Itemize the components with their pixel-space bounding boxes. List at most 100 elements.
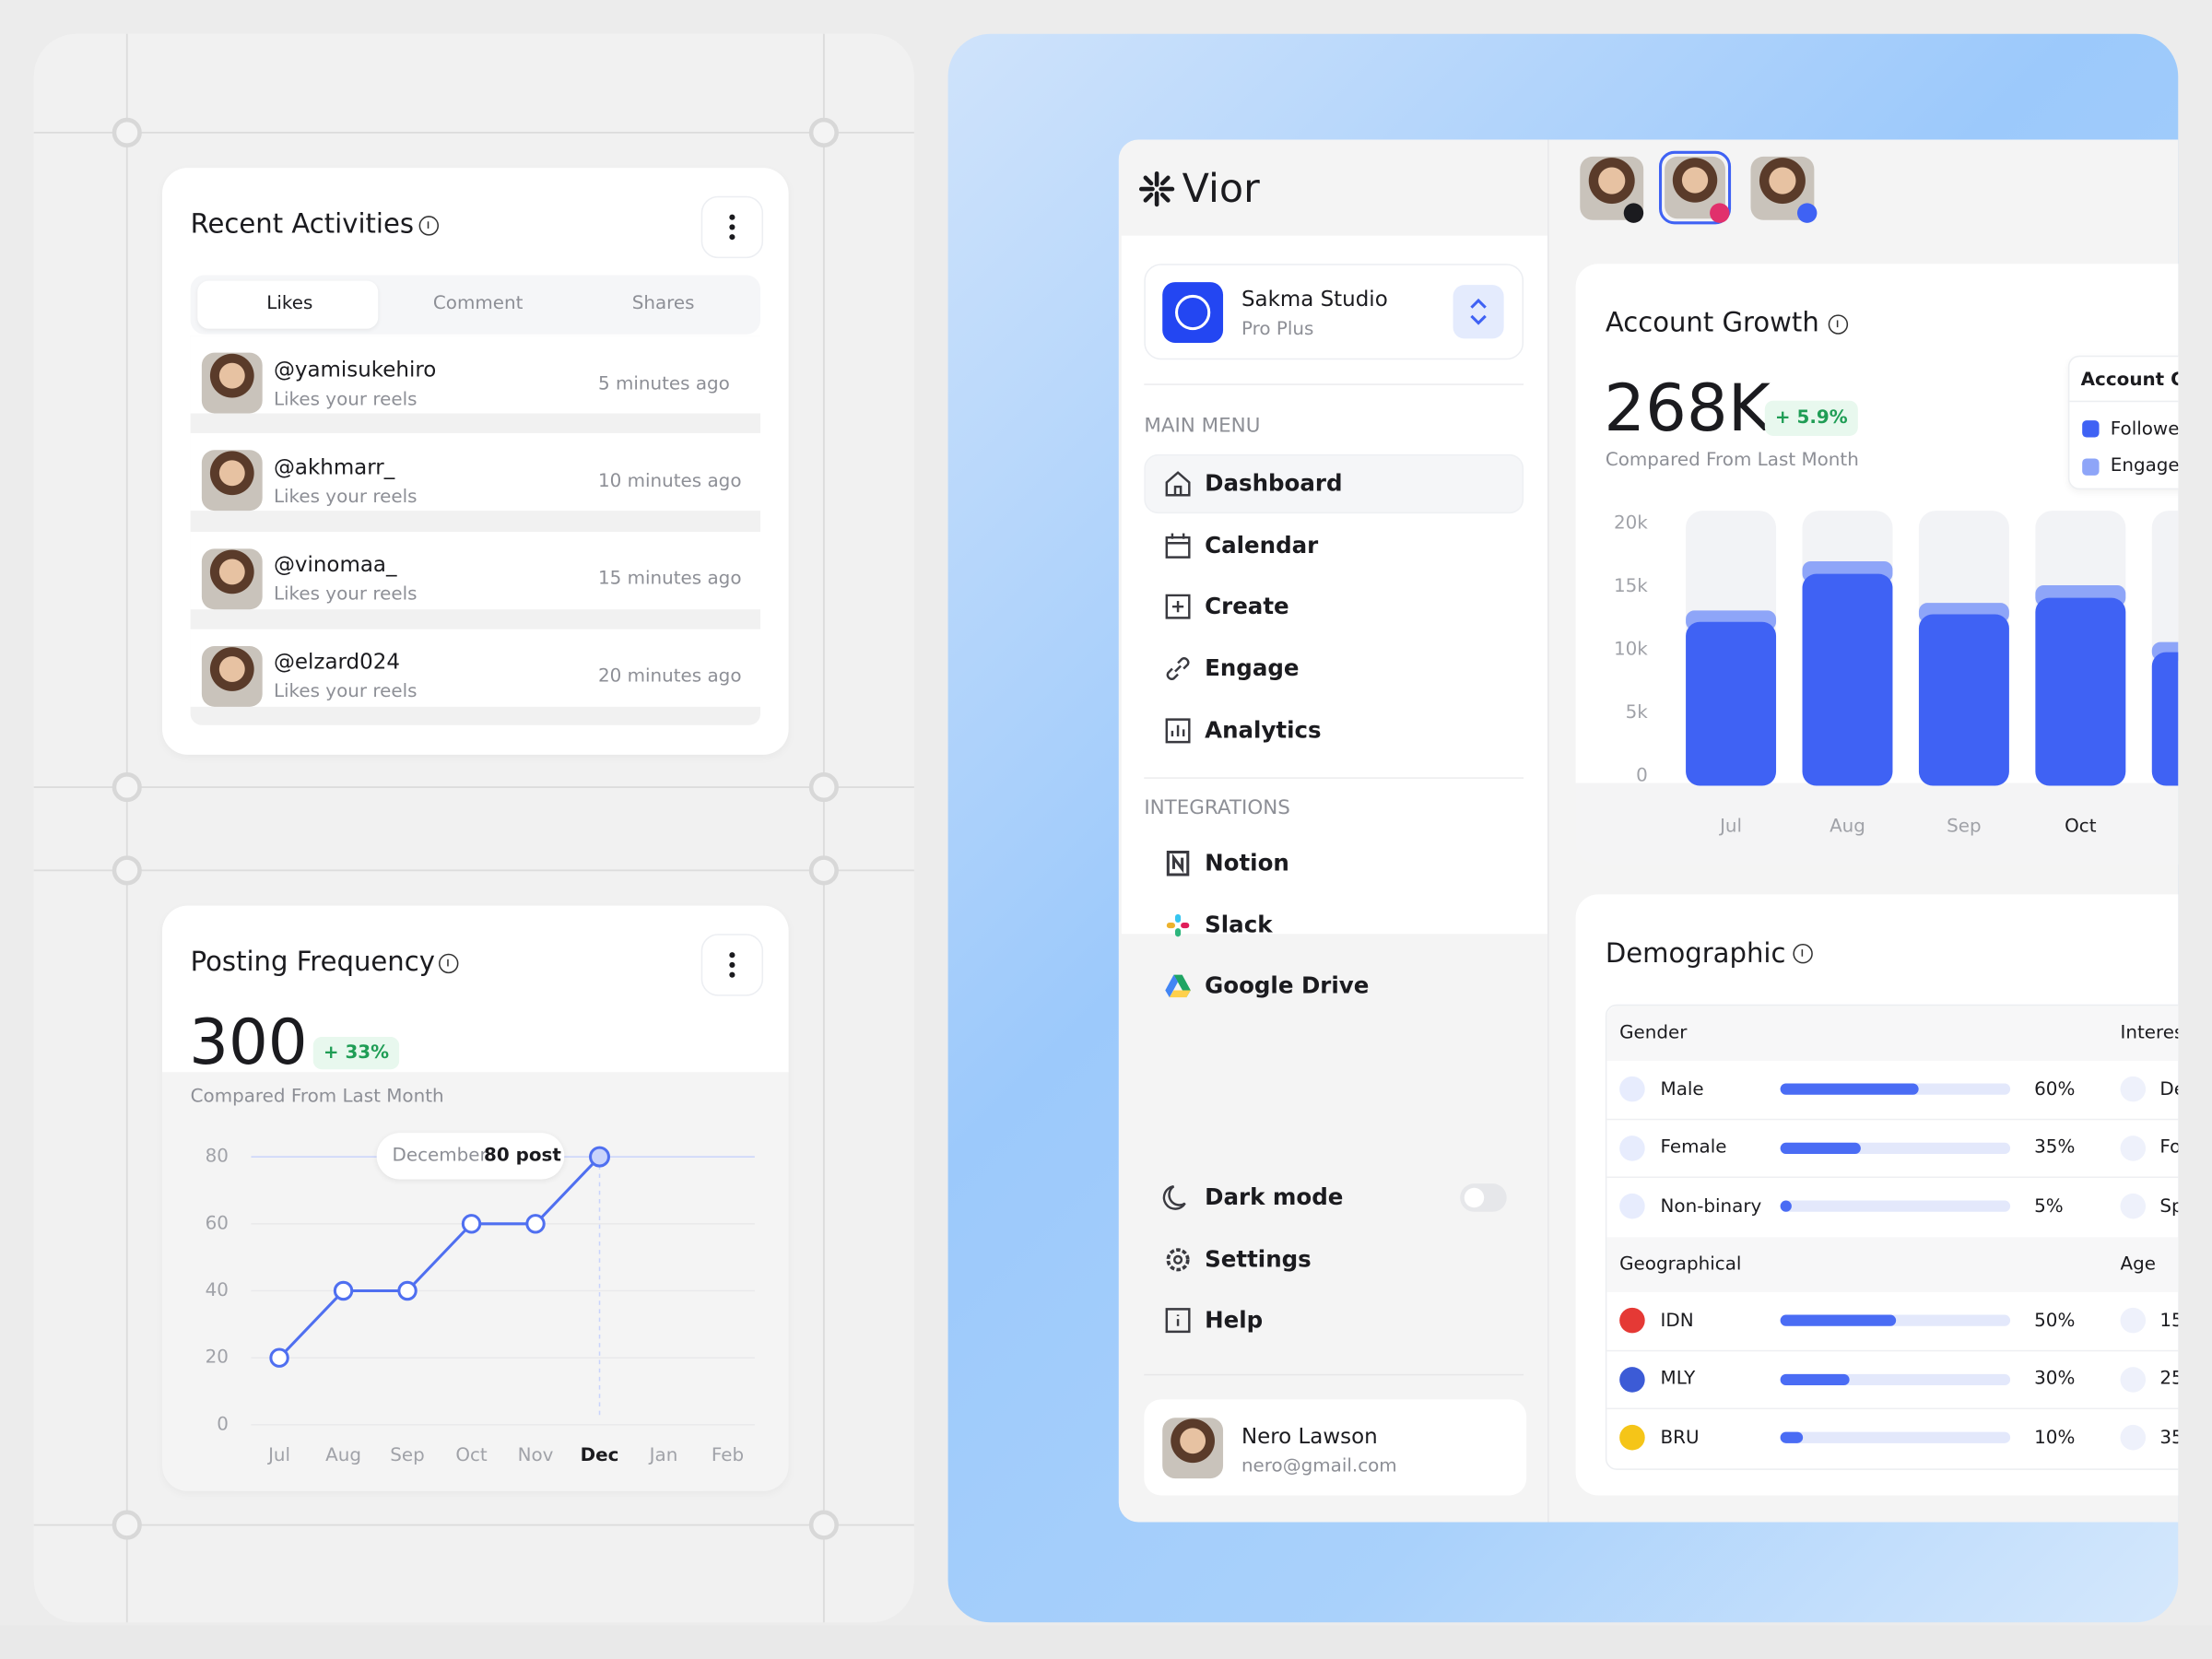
x-tick-label: Aug: [1830, 815, 1865, 836]
bar-segment: [1802, 573, 1893, 786]
icon-shape: [1166, 1247, 1190, 1271]
x-tick-label: Oct: [455, 1444, 488, 1465]
x-tick-label: Sep: [1947, 815, 1981, 836]
menu-item[interactable]: Calendar: [1205, 531, 1319, 559]
logo-text: Vior: [1182, 165, 1260, 212]
integration-item[interactable]: Slack: [1205, 911, 1273, 938]
tooltip-value: 80 post: [484, 1145, 561, 1167]
workspace-switch[interactable]: [1453, 285, 1504, 339]
menu-item[interactable]: Create: [1205, 593, 1289, 620]
avatar: [201, 352, 263, 414]
menu-icon: [1166, 850, 1190, 877]
workspace-name: Sakma Studio: [1241, 286, 1388, 312]
row-icon: [1619, 1135, 1645, 1160]
logo-mark: [1138, 171, 1175, 207]
tab[interactable]: Comment: [432, 293, 524, 315]
row-label: BRU: [1660, 1427, 1700, 1449]
menu-item[interactable]: Analytics: [1205, 716, 1322, 744]
icon-shape: [1165, 974, 1179, 998]
menu-item[interactable]: Dark mode: [1205, 1183, 1344, 1211]
activity-row: [190, 433, 761, 512]
info-icon: [1828, 314, 1849, 335]
icon-shape: [1169, 990, 1191, 998]
active-tab[interactable]: [197, 280, 379, 329]
more-button[interactable]: [700, 195, 764, 259]
side-icon: [2120, 1366, 2147, 1392]
card-header: [162, 905, 789, 1073]
point: [333, 1280, 354, 1301]
side-label: 25: [2159, 1368, 2183, 1390]
dark-mode-toggle[interactable]: [1460, 1183, 1507, 1212]
divider: [1144, 383, 1524, 385]
activity-action: Likes your reels: [273, 388, 418, 410]
legend-swatch: [2082, 420, 2100, 438]
x-tick-label: Jul: [1718, 815, 1742, 836]
row-label: Female: [1660, 1136, 1727, 1159]
row-value: 35%: [2034, 1136, 2076, 1159]
row-divider: [1606, 1118, 2179, 1120]
info-icon: [439, 953, 459, 974]
tab[interactable]: Shares: [631, 293, 695, 315]
activity-row: [190, 531, 761, 609]
legend-label: Followe: [2110, 418, 2180, 440]
x-tick-label: Oct: [2065, 815, 2097, 836]
x-tick-label: Jul: [266, 1444, 290, 1465]
active-menu-item[interactable]: [1144, 453, 1524, 514]
tab[interactable]: Likes: [266, 293, 313, 315]
row-icon: [1619, 1366, 1645, 1392]
legend-title: Account Gr: [2080, 369, 2195, 391]
side-icon: [2120, 1424, 2147, 1451]
activity-time: 15 minutes ago: [597, 568, 742, 590]
menu-item[interactable]: Engage: [1205, 654, 1300, 682]
bar-segment: [1918, 614, 2009, 786]
y-tick-label: 60: [206, 1212, 229, 1233]
menu-icon: [1162, 1185, 1186, 1210]
icon-shape: [1166, 657, 1190, 681]
x-tick-label: Jan: [648, 1444, 678, 1465]
y-tick-label: 5k: [1626, 701, 1649, 723]
icon-shape: [1175, 913, 1182, 923]
progress-bar: [1780, 1314, 1896, 1326]
guide-handle: [112, 1510, 142, 1540]
menu-icon: [1165, 594, 1191, 620]
group-title: Gender: [1619, 1021, 1688, 1043]
group-title: Interes: [2120, 1021, 2184, 1043]
table-header: [1606, 1006, 2179, 1062]
activity-time: 5 minutes ago: [597, 372, 730, 394]
icon-shape: [1173, 1254, 1183, 1265]
line: [277, 1156, 601, 1359]
menu-icon: [1165, 974, 1191, 998]
activity-user: @yamisukehiro: [273, 356, 437, 382]
icon-shape: [1165, 533, 1191, 559]
demographic-table: [1605, 1004, 2179, 1470]
integration-item[interactable]: Notion: [1205, 849, 1289, 877]
avatar: [201, 645, 263, 707]
more-button[interactable]: [700, 934, 764, 996]
activity-action: Likes your reels: [273, 583, 418, 606]
progress-track: [1780, 1200, 2011, 1212]
activity-time: 10 minutes ago: [597, 470, 742, 492]
integration-item[interactable]: Google Drive: [1205, 971, 1370, 999]
row-icon: [1619, 1307, 1645, 1334]
point: [269, 1347, 289, 1368]
guide-handle: [808, 1510, 839, 1540]
card-title: Account Growth: [1605, 307, 1819, 339]
divider: [1144, 777, 1524, 779]
menu-item[interactable]: Dashboard: [1205, 469, 1343, 497]
sidebar-border: [1547, 139, 1549, 1523]
menu-item[interactable]: Help: [1205, 1306, 1264, 1334]
y-tick-label: 40: [206, 1279, 229, 1300]
legend-swatch: [2082, 457, 2100, 476]
icon-shape: [1166, 850, 1190, 877]
change-badge: + 33%: [312, 1037, 400, 1070]
activity-row: [190, 629, 761, 707]
menu-item[interactable]: Settings: [1205, 1244, 1312, 1272]
selected-account[interactable]: [1659, 150, 1732, 225]
side-label: 35: [2159, 1427, 2183, 1449]
card-title: Recent Activities: [190, 208, 415, 241]
row-icon: [1619, 1424, 1645, 1451]
point: [589, 1146, 610, 1168]
